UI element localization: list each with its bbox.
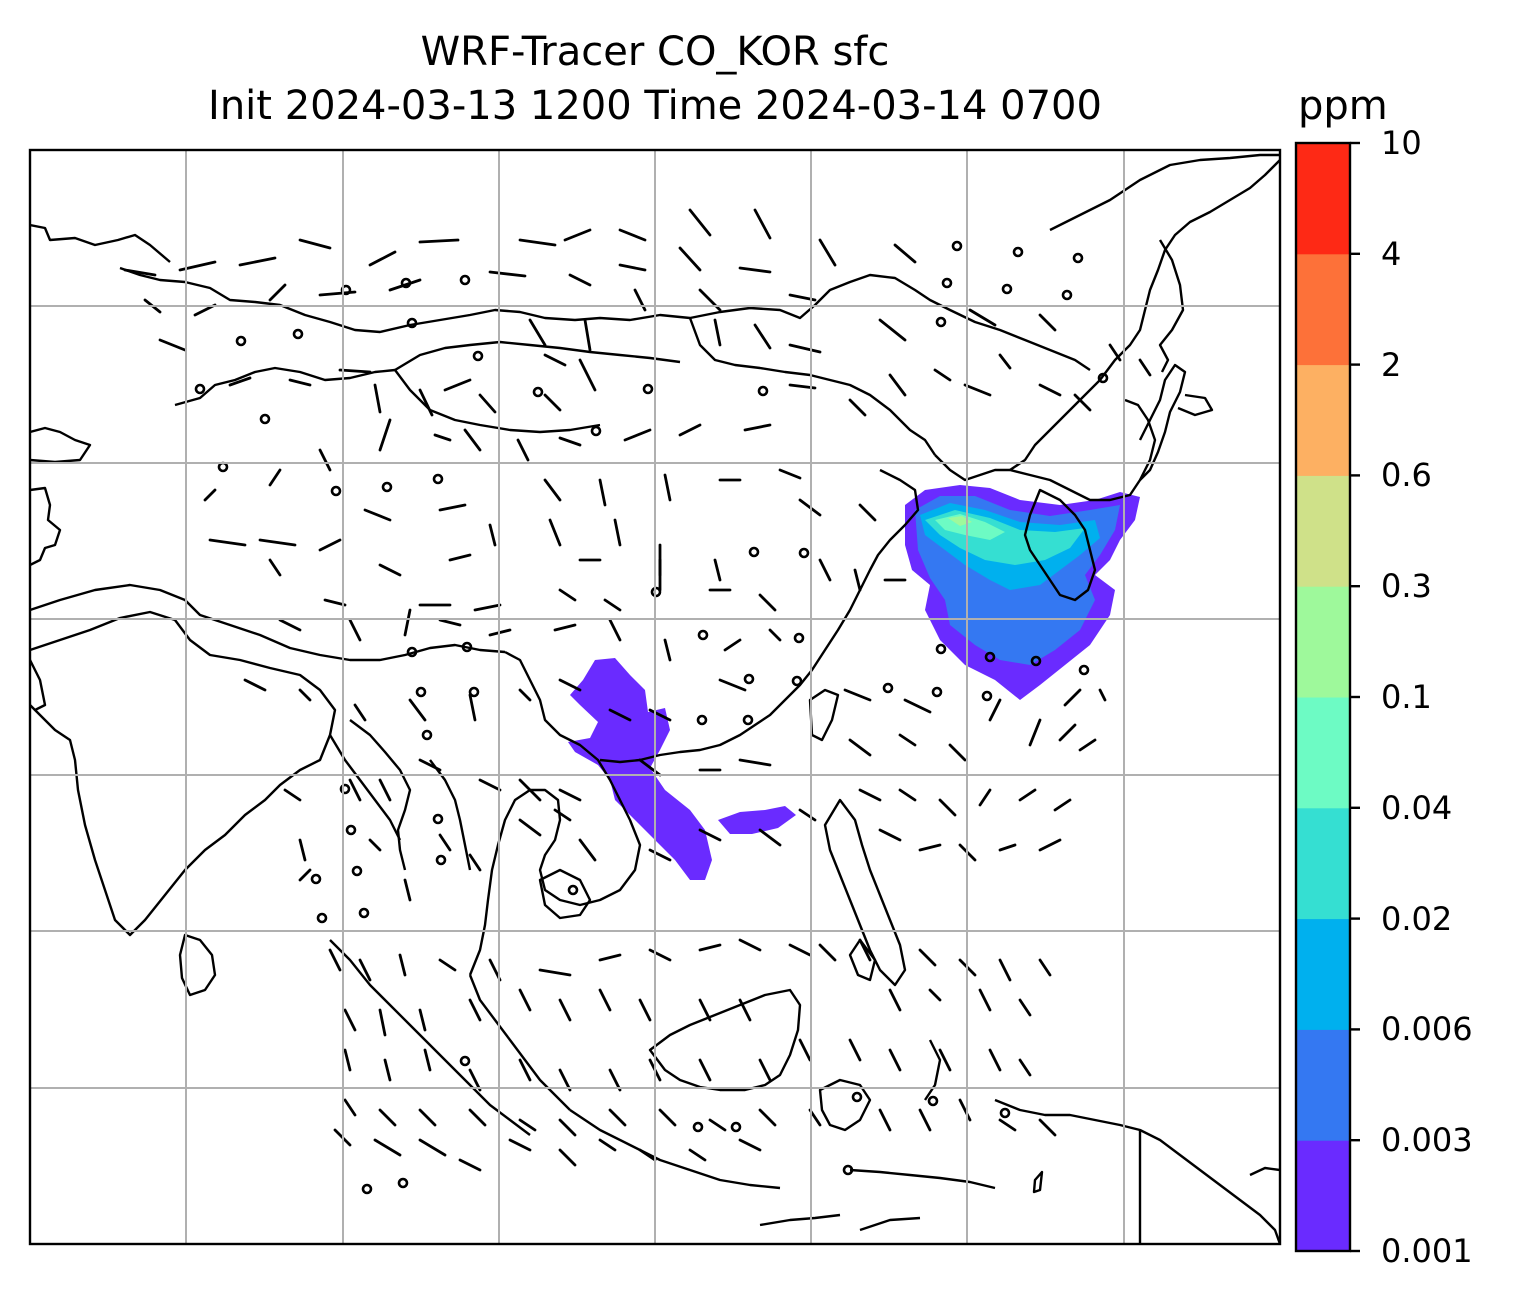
coastlines xyxy=(30,153,1280,1244)
colorbar-segment xyxy=(1296,475,1350,587)
colorbar-tick-label: 0.001 xyxy=(1381,1232,1473,1270)
wind-barbs xyxy=(123,208,1152,1172)
colorbar-segment xyxy=(1296,364,1350,476)
colorbar-segment xyxy=(1296,807,1350,920)
colorbar-segment xyxy=(1296,586,1350,698)
colorbar-segment xyxy=(1296,1140,1350,1252)
colorbar-tick-label: 0.6 xyxy=(1381,456,1432,495)
colorbar-unit-label: ppm xyxy=(1298,83,1388,129)
colorbar-segment xyxy=(1296,1029,1350,1141)
colorbar-tick-label: 2 xyxy=(1381,345,1402,384)
colorbar-tick-label: 0.006 xyxy=(1381,1010,1473,1049)
colorbar-tick-label: 0.3 xyxy=(1381,567,1432,606)
map-frame xyxy=(28,148,1282,1246)
colorbar-segment xyxy=(1296,918,1350,1030)
calm-wind-markers xyxy=(194,240,1109,1195)
map-gridlines xyxy=(30,150,1280,1244)
map-title-line2: Init 2024-03-13 1200 Time 2024-03-14 070… xyxy=(208,83,1102,129)
colorbar-tick-label: 4 xyxy=(1381,234,1402,273)
colorbar-tick-label: 10 xyxy=(1381,124,1422,162)
colorbar-tick-label: 0.02 xyxy=(1381,899,1453,938)
colorbar-segment xyxy=(1296,143,1350,255)
colorbar xyxy=(1294,141,1360,1253)
colorbar-tick-label: 0.1 xyxy=(1381,678,1432,716)
colorbar-segment xyxy=(1296,697,1350,809)
colorbar-tick-label: 0.04 xyxy=(1381,788,1453,827)
colorbar-tick-label: 0.003 xyxy=(1381,1121,1473,1160)
map-title-line1: WRF-Tracer CO_KOR sfc xyxy=(420,29,890,75)
co-plume-south-china xyxy=(568,658,796,880)
colorbar-segment xyxy=(1296,253,1350,366)
